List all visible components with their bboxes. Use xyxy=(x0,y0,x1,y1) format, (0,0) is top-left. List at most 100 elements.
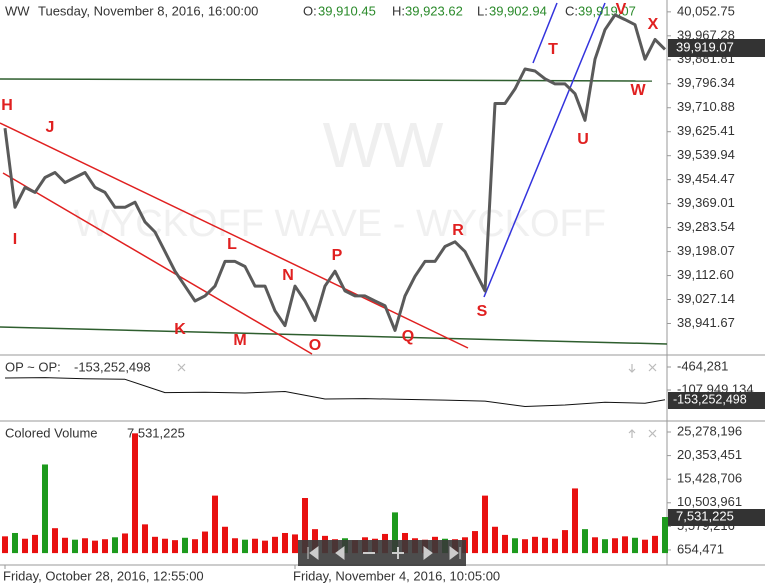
y-tick-label: 39,112.60 xyxy=(677,267,734,282)
annotation: U xyxy=(577,131,589,148)
volume-bar xyxy=(652,535,658,554)
volume-bar xyxy=(162,538,168,554)
volume-bar xyxy=(572,488,578,554)
y-tick-label: 39,881.81 xyxy=(677,51,735,66)
y-tick-label: -464,281 xyxy=(677,358,728,373)
trend-line xyxy=(0,326,668,345)
volume-bar xyxy=(42,464,48,554)
y-tick-label: 38,941.67 xyxy=(677,315,735,330)
trend-line xyxy=(0,78,653,82)
ohlc-label: C: xyxy=(565,3,578,18)
volume-bar xyxy=(632,537,638,554)
y-tick-label: 20,353,451 xyxy=(677,447,742,462)
volume-bar xyxy=(142,524,148,554)
navigation-bar[interactable] xyxy=(298,540,466,566)
volume-bar xyxy=(562,530,568,554)
y-tick-label: 39,027.14 xyxy=(677,291,735,306)
y-tick-label: 25,278,196 xyxy=(677,423,742,438)
volume-bar xyxy=(582,529,588,554)
volume-bar xyxy=(502,534,508,554)
y-tick-label: 654,471 xyxy=(677,541,724,556)
trend-line xyxy=(483,2,606,298)
trend-line xyxy=(2,172,313,355)
volume-bar xyxy=(622,536,628,554)
annotation: H xyxy=(1,97,13,114)
y-tick-label: 39,369.01 xyxy=(677,195,735,210)
volume-bar xyxy=(72,539,78,554)
annotation: P xyxy=(332,247,343,264)
annotation: J xyxy=(46,119,55,136)
ohlc-value: 39,919.07 xyxy=(578,3,636,18)
last-op-box xyxy=(668,392,765,409)
volume-bar xyxy=(482,495,488,554)
y-tick-label: 5,579,216 xyxy=(677,518,735,533)
annotation: Q xyxy=(402,328,414,345)
volume-bar xyxy=(542,537,548,554)
volume-bar xyxy=(102,539,108,554)
annotation: O xyxy=(309,337,321,354)
annotation: M xyxy=(233,332,246,349)
ohlc-label: H: xyxy=(392,3,405,18)
volume-bar xyxy=(272,536,278,554)
volume-bar xyxy=(472,531,478,554)
volume-bar xyxy=(642,539,648,554)
volume-bar xyxy=(552,538,558,554)
volume-bar xyxy=(592,537,598,554)
volume-legend: Colored Volume xyxy=(5,425,98,440)
y-tick-label: 40,052.75 xyxy=(677,3,735,18)
annotation: L xyxy=(227,236,237,253)
volume-bar xyxy=(662,517,668,554)
volume-bar xyxy=(262,540,268,554)
volume-bar xyxy=(122,533,128,554)
volume-bar xyxy=(222,526,228,554)
op-legend-value: -153,252,498 xyxy=(74,359,151,374)
volume-bar xyxy=(282,532,288,554)
volume-bar xyxy=(202,531,208,554)
annotation: K xyxy=(174,321,186,338)
volume-bar xyxy=(612,538,618,554)
volume-bar xyxy=(522,539,528,554)
nav-background xyxy=(298,540,466,566)
annotation: X xyxy=(648,16,659,33)
ohlc-value: 39,910.45 xyxy=(318,3,376,18)
volume-bar xyxy=(52,528,58,554)
annotation: S xyxy=(477,303,488,320)
volume-bar xyxy=(2,536,8,554)
panel-icons[interactable] xyxy=(177,363,657,438)
symbol: WW xyxy=(5,3,30,18)
last-price: 39,919.07 xyxy=(676,39,734,54)
volume-bar xyxy=(112,537,118,554)
x-tick-label: Friday, October 28, 2016, 12:55:00 xyxy=(3,568,204,583)
series-line xyxy=(3,13,667,332)
volume-bar xyxy=(302,498,308,554)
y-tick-label: 39,710.88 xyxy=(677,99,735,114)
x-tick-label: Friday, November 4, 2016, 10:05:00 xyxy=(293,568,500,583)
volume-bar xyxy=(152,536,158,554)
ohlc-label: O: xyxy=(303,3,317,18)
last-volume-box xyxy=(668,509,765,526)
last-volume: 7,531,225 xyxy=(676,508,734,523)
volume-bar xyxy=(252,538,258,554)
volume-bar xyxy=(232,538,238,554)
ohlc-value: 39,923.62 xyxy=(405,3,463,18)
y-tick-label: 39,625.41 xyxy=(677,123,735,138)
annotation: R xyxy=(452,222,464,239)
volume-bar xyxy=(292,534,298,554)
ohlc-value: 39,902.94 xyxy=(489,3,547,18)
volume-bar xyxy=(602,539,608,554)
ohlc-label: L: xyxy=(477,3,488,18)
volume-bar xyxy=(32,534,38,554)
volume-bar xyxy=(532,536,538,554)
volume-bar xyxy=(492,526,498,554)
annotation: W xyxy=(630,82,646,99)
y-tick-label: 39,454.47 xyxy=(677,171,735,186)
nav-icons[interactable] xyxy=(307,546,461,560)
volume-bar xyxy=(192,539,198,554)
volume-bar xyxy=(62,537,68,554)
trend-line xyxy=(0,122,469,349)
y-tick-label: 39,967.28 xyxy=(677,27,735,42)
volume-bar xyxy=(392,512,398,554)
last-op: -153,252,498 xyxy=(673,392,747,406)
